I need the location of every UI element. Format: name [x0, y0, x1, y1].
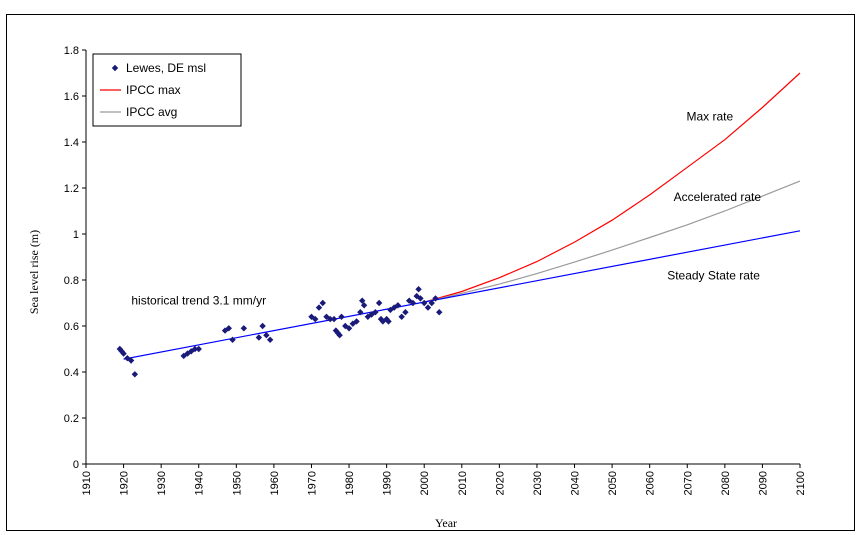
data-point [266, 336, 274, 343]
y-tick-label: 1.6 [64, 91, 79, 103]
data-point [345, 325, 353, 332]
x-tick-label: 1930 [156, 471, 168, 495]
legend-label: IPCC avg [126, 105, 177, 119]
y-tick-label: 1.4 [64, 137, 79, 149]
data-point [409, 299, 417, 307]
x-tick-label: 1990 [382, 471, 394, 495]
x-tick-label: 1970 [306, 471, 318, 495]
x-tick-label: 2060 [645, 471, 657, 495]
data-point [131, 371, 139, 378]
series-layer [116, 72, 801, 378]
x-tick-label: 2010 [457, 471, 469, 495]
x-tick-label: 2100 [795, 471, 807, 495]
legend: Lewes, DE msl IPCC max IPCC avg [92, 53, 242, 127]
x-tick-label: 2080 [720, 471, 732, 495]
data-point [312, 315, 319, 323]
data-point [398, 313, 405, 320]
data-point [360, 302, 368, 309]
y-tick-label: 1.8 [64, 45, 79, 57]
y-tick-label: 0 [73, 459, 79, 471]
x-tick-label: 1950 [231, 471, 243, 495]
data-point [191, 345, 199, 353]
ipcc-max-line [424, 72, 801, 303]
data-point [394, 302, 402, 309]
y-tick-label: 1.2 [64, 183, 79, 195]
data-point [263, 332, 270, 339]
annotation-2: Accelerated rate [674, 190, 762, 204]
data-point [240, 325, 248, 332]
data-point [415, 286, 422, 293]
legend-label: IPCC max [126, 83, 181, 97]
data-point [359, 297, 366, 304]
data-point [385, 318, 392, 325]
x-tick-label: 2030 [532, 471, 544, 495]
lewes-scatter-points [116, 286, 443, 378]
x-tick-label: 1960 [269, 471, 281, 495]
data-point [421, 299, 428, 307]
x-tick-label: 2090 [757, 471, 769, 495]
data-point [432, 295, 439, 302]
data-point [327, 315, 334, 323]
y-tick-label: 0.8 [64, 275, 79, 287]
trend-line [123, 230, 801, 360]
y-tick-label: 0.4 [64, 367, 79, 379]
legend-marker [111, 64, 119, 72]
x-tick-label: 2050 [607, 471, 619, 495]
data-point [315, 304, 323, 311]
data-point [225, 325, 232, 332]
x-tick-label: 2020 [494, 471, 506, 495]
x-tick-label: 1920 [119, 471, 131, 495]
y-tick-label: 1 [73, 229, 79, 241]
annotations: historical trend 3.1 mm/yr Max rate Accele… [131, 110, 761, 308]
ipcc-avg-line [424, 180, 801, 303]
annotation-0: historical trend 3.1 mm/yr [131, 294, 266, 308]
x-tick-label: 2070 [682, 471, 694, 495]
x-tick-label: 2040 [570, 471, 582, 495]
x-tick-label: 1980 [344, 471, 356, 495]
data-point [428, 299, 435, 307]
data-point [375, 299, 383, 307]
annotation-3: Steady State rate [667, 268, 760, 282]
data-point [120, 350, 127, 357]
y-axis-title: Sea level rise (m) [27, 230, 41, 314]
x-tick-label: 1940 [194, 471, 206, 495]
x-tick-label: 1910 [81, 471, 93, 495]
data-point [259, 322, 266, 330]
data-point [319, 299, 326, 307]
y-tick-label: 0.2 [64, 413, 79, 425]
data-point [229, 336, 236, 343]
data-point [353, 318, 360, 325]
data-point [372, 309, 379, 316]
data-point [402, 309, 409, 316]
x-axis-title: Year [435, 516, 457, 530]
data-point [424, 304, 432, 311]
data-point [436, 309, 443, 316]
data-point [357, 309, 364, 316]
data-point [127, 357, 135, 364]
y-tick-label: 0.6 [64, 321, 79, 333]
x-tick-label: 2000 [419, 471, 431, 495]
legend-label: Lewes, DE msl [126, 61, 206, 75]
data-point [336, 332, 343, 339]
data-point [338, 313, 345, 320]
data-point [417, 295, 424, 302]
axes: 0 0.2 0.4 0.6 0.8 1 1.2 1.4 1.6 1.8 1910 1920 1930 19… [64, 45, 807, 495]
data-point [255, 334, 263, 341]
annotation-1: Max rate [686, 110, 733, 124]
data-point [118, 348, 125, 355]
data-point [195, 345, 202, 353]
data-point [330, 315, 338, 323]
